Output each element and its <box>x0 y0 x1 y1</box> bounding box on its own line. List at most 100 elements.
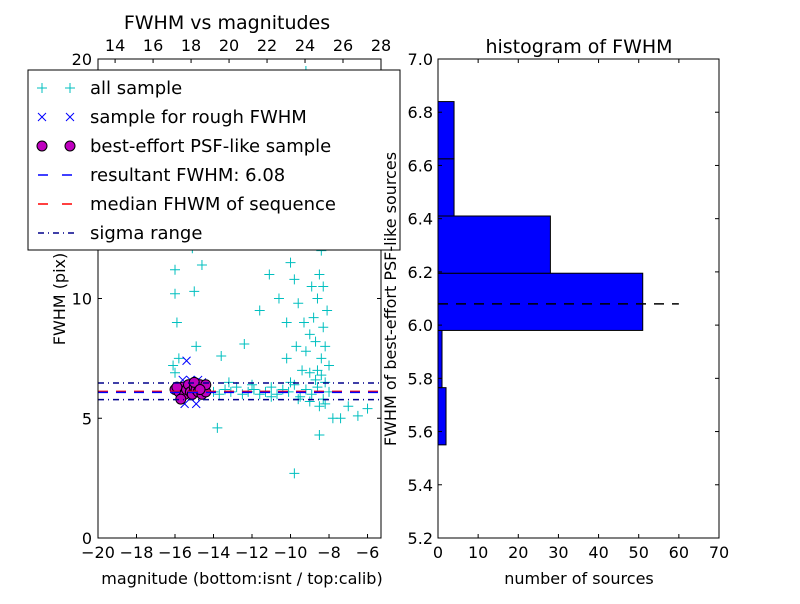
top-x-tick-label: 24 <box>295 36 315 55</box>
legend-box <box>27 69 401 251</box>
y-tick-label: 6.4 <box>408 210 433 229</box>
histogram-bar <box>437 272 644 331</box>
x-tick-label: 50 <box>629 543 649 562</box>
all-sample-point <box>327 413 338 424</box>
top-x-tick-label: 20 <box>219 36 239 55</box>
all-sample-point <box>295 391 306 402</box>
x-tick-label: −20 <box>81 543 115 562</box>
histogram-bar <box>437 387 447 446</box>
y-tick-label: 6.0 <box>408 316 433 335</box>
all-sample-point <box>343 401 354 412</box>
all-sample-point <box>300 346 311 357</box>
all-sample-point <box>314 401 325 412</box>
all-sample-point <box>254 305 265 316</box>
y-tick-label: 6.6 <box>408 156 433 175</box>
scatter-panel: FWHM vs magnitudes magnitude (bottom:isn… <box>27 12 401 588</box>
all-sample-point <box>312 382 323 393</box>
all-sample-point <box>352 410 363 421</box>
legend-marker-plus <box>65 83 75 93</box>
all-sample-point <box>248 384 259 395</box>
top-x-tick-label: 26 <box>333 36 353 55</box>
legend-marker-dot <box>64 140 76 152</box>
y-tick-label: 5.2 <box>408 529 433 548</box>
all-sample-point <box>310 336 321 347</box>
all-sample-point <box>324 360 335 371</box>
scatter-xlabel: magnitude (bottom:isnt / top:calib) <box>101 569 382 588</box>
all-sample-point <box>312 293 323 304</box>
rough-sample-point <box>191 399 201 409</box>
all-sample-point <box>170 367 181 378</box>
all-sample-point <box>171 317 182 328</box>
all-sample-point <box>318 281 329 292</box>
all-sample-point <box>216 350 227 361</box>
all-sample-point <box>297 365 308 376</box>
top-x-tick-label: 18 <box>181 36 201 55</box>
histogram-title: histogram of FWHM <box>485 36 672 58</box>
x-tick-label: 10 <box>468 543 488 562</box>
all-sample-point <box>289 274 300 285</box>
all-sample-point <box>272 389 283 400</box>
all-sample-point <box>304 396 315 407</box>
x-tick-label: 60 <box>669 543 689 562</box>
top-x-tick-label: 28 <box>371 36 391 55</box>
all-sample-point <box>173 353 184 364</box>
legend-label: resultant FWHM: 6.08 <box>90 165 285 186</box>
legend-label: sample for rough FWHM <box>90 107 307 128</box>
all-sample-point <box>318 322 329 333</box>
all-sample-point <box>320 341 331 352</box>
y-tick-label: 10 <box>72 290 92 309</box>
x-tick-label: −18 <box>120 543 154 562</box>
legend-marker-plus <box>37 83 47 93</box>
x-tick-label: −6 <box>356 543 380 562</box>
histogram-bar <box>437 158 455 217</box>
all-sample-point <box>191 341 202 352</box>
histogram-ylabel: FWHM of best-effort PSF-like sources <box>381 152 400 446</box>
all-sample-point <box>254 389 265 400</box>
legend-label: all sample <box>90 78 182 99</box>
histogram-xlabel: number of sources <box>504 569 654 588</box>
all-sample-point <box>214 389 225 400</box>
histogram-bar <box>437 215 551 274</box>
y-tick-label: 5.8 <box>408 369 433 388</box>
histogram-bar <box>437 101 455 160</box>
x-tick-label: −10 <box>274 543 308 562</box>
legend-label: median FHWM of sequence <box>90 194 336 215</box>
y-tick-label: 5.6 <box>408 423 433 442</box>
all-sample-point <box>304 367 315 378</box>
all-sample-point <box>320 398 331 409</box>
top-x-tick-label: 16 <box>143 36 163 55</box>
all-sample-point <box>289 468 300 479</box>
scatter-title: FWHM vs magnitudes <box>124 12 330 34</box>
all-sample-point <box>310 374 321 385</box>
all-sample-point <box>212 422 223 433</box>
rough-sample-point <box>182 356 191 366</box>
histogram-panel: histogram of FWHM number of sources FWHM… <box>381 36 729 588</box>
y-tick-label: 7.0 <box>408 50 433 69</box>
all-sample-point <box>306 389 317 400</box>
y-tick-label: 5.4 <box>408 476 433 495</box>
histogram-bar <box>437 329 443 389</box>
y-tick-label: 6.2 <box>408 263 433 282</box>
legend-marker-x <box>37 112 47 122</box>
legend-marker-x <box>65 112 75 122</box>
all-sample-point <box>314 269 325 280</box>
x-tick-label: −12 <box>235 543 269 562</box>
x-tick-label: −8 <box>317 543 341 562</box>
x-tick-label: 0 <box>433 543 443 562</box>
all-sample-point <box>306 281 317 292</box>
scatter-ylabel: FWHM (pix) <box>50 253 69 346</box>
all-sample-point <box>293 298 304 309</box>
histogram-axes-frame <box>437 58 720 539</box>
top-x-tick-label: 14 <box>105 36 125 55</box>
y-tick-label: 6.8 <box>408 103 433 122</box>
x-tick-label: 40 <box>588 543 608 562</box>
all-sample-point <box>170 288 181 299</box>
all-sample-point <box>312 365 323 376</box>
y-tick-label: 0 <box>82 529 92 548</box>
all-sample-point <box>322 305 333 316</box>
all-sample-point <box>170 264 181 275</box>
y-tick-label: 20 <box>72 50 92 69</box>
all-sample-point <box>304 329 315 340</box>
y-tick-label: 5 <box>82 409 92 428</box>
all-sample-point <box>168 360 179 371</box>
